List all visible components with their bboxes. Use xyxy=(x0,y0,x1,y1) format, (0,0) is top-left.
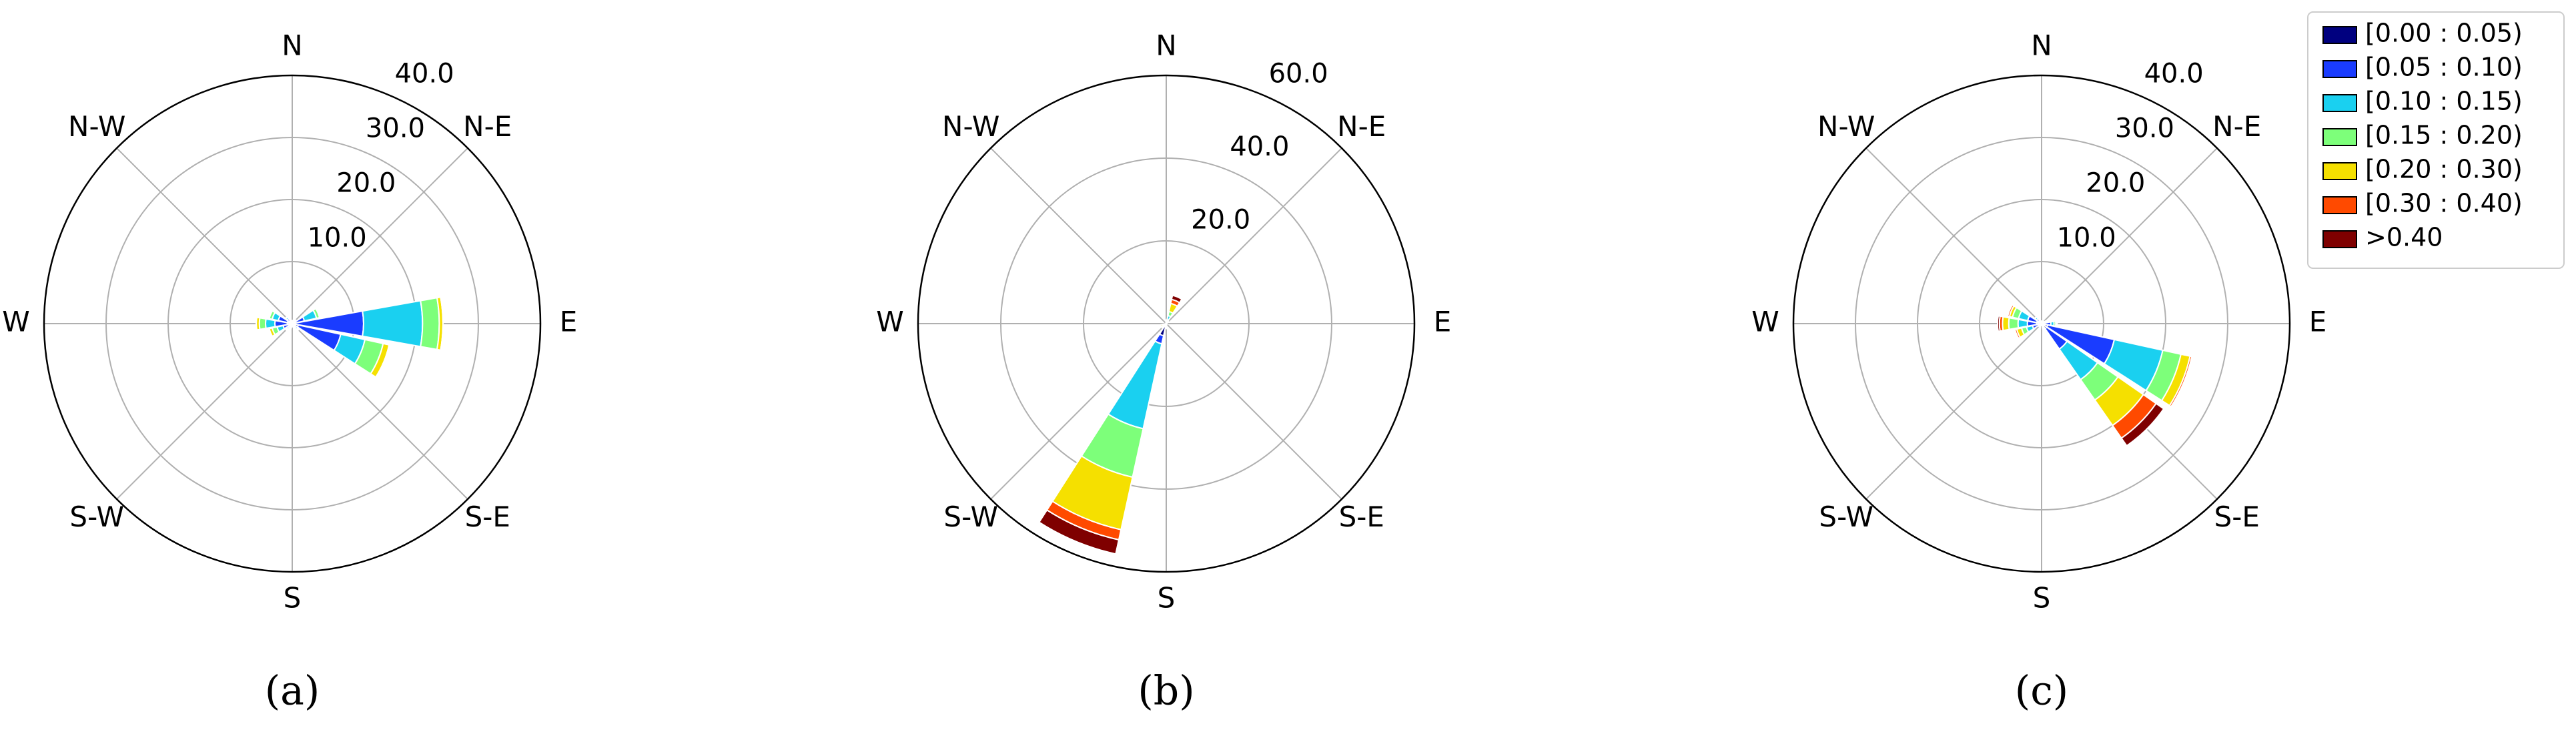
legend-swatch xyxy=(2322,196,2357,214)
legend-label: [0.20 : 0.30) xyxy=(2365,155,2523,184)
legend-swatch xyxy=(2322,26,2357,44)
grid-circle xyxy=(1917,199,2166,448)
direction-label: S-E xyxy=(465,500,510,533)
direction-label: N xyxy=(2031,29,2052,62)
direction-label: W xyxy=(2,306,30,338)
bar-segment xyxy=(265,318,276,330)
polar-spine xyxy=(917,74,1416,573)
legend-swatch xyxy=(2322,128,2357,146)
bar-segment xyxy=(268,328,274,337)
legend-swatch xyxy=(2322,94,2357,112)
r-tick-label: 10.0 xyxy=(308,223,367,254)
bar-segment xyxy=(290,320,292,322)
r-tick-label: 20.0 xyxy=(2086,168,2145,199)
r-tick-label: 40.0 xyxy=(1230,131,1289,162)
legend-swatch xyxy=(2322,230,2357,248)
direction-label: E xyxy=(560,306,578,338)
legend-label: [0.10 : 0.15) xyxy=(2365,87,2523,116)
direction-label: N-W xyxy=(942,110,999,143)
bar-segment xyxy=(2008,317,2020,330)
direction-label: S xyxy=(2033,582,2051,615)
bar-segment xyxy=(284,316,288,320)
caption: (c) xyxy=(2015,668,2068,715)
direction-label: S-E xyxy=(1339,500,1384,533)
caption: (b) xyxy=(1138,668,1194,715)
bar-segment xyxy=(258,317,267,330)
direction-label: E xyxy=(2309,306,2327,338)
direction-label: S-W xyxy=(943,500,998,533)
direction-label: S-W xyxy=(69,500,124,533)
r-tick-label: 20.0 xyxy=(336,168,396,199)
grid-circle xyxy=(105,137,479,510)
bar-segment xyxy=(440,297,444,350)
polar-spine xyxy=(1792,74,2291,573)
polar-spine xyxy=(43,74,542,573)
bar-segment xyxy=(296,328,300,332)
bar-segment xyxy=(2170,356,2193,407)
bar-segment xyxy=(2120,402,2165,447)
grid-circle xyxy=(1083,240,1250,407)
grid-circle xyxy=(1979,261,2104,386)
legend-label: [0.30 : 0.40) xyxy=(2365,189,2523,218)
direction-label: N-W xyxy=(1817,110,1875,143)
direction-label: N-E xyxy=(1337,110,1386,143)
grid-circle xyxy=(1000,157,1332,490)
bar-segment xyxy=(256,317,258,330)
direction-label: W xyxy=(1751,306,1779,338)
direction-label: S-W xyxy=(1819,500,1873,533)
r-tick-label: 40.0 xyxy=(395,58,454,89)
r-tick-label: 10.0 xyxy=(2057,223,2116,254)
bar-segment xyxy=(1996,315,2001,332)
legend-box xyxy=(2307,11,2565,269)
direction-label: N-E xyxy=(2212,110,2261,143)
bar-segment xyxy=(2002,316,2010,332)
r-tick-label: 20.0 xyxy=(1191,204,1250,235)
direction-label: N xyxy=(1156,29,1176,62)
legend-label: [0.05 : 0.10) xyxy=(2365,53,2523,82)
direction-label: N-W xyxy=(68,110,125,143)
caption: (a) xyxy=(265,668,320,715)
bar-segment xyxy=(2042,328,2046,331)
bar-segment xyxy=(2006,303,2014,318)
legend-swatch xyxy=(2322,60,2357,78)
legend-label: [0.00 : 0.05) xyxy=(2365,19,2523,48)
r-tick-label: 40.0 xyxy=(2144,58,2204,89)
direction-label: E xyxy=(1434,306,1452,338)
grid-circle xyxy=(1855,137,2228,510)
bar-segment xyxy=(2013,328,2020,340)
r-tick-label: 60.0 xyxy=(1269,58,1328,89)
legend-swatch xyxy=(2322,162,2357,180)
bar-segment xyxy=(1158,324,1162,329)
direction-label: N-E xyxy=(463,110,512,143)
legend-label: >0.40 xyxy=(2365,223,2443,252)
direction-label: S xyxy=(284,582,302,615)
r-tick-label: 30.0 xyxy=(366,113,425,144)
direction-label: S xyxy=(1158,582,1176,615)
bar-segment xyxy=(1170,294,1183,304)
direction-label: N xyxy=(282,29,302,62)
bar-segment xyxy=(420,297,440,350)
r-tick-label: 30.0 xyxy=(2115,113,2174,144)
legend-label: [0.15 : 0.20) xyxy=(2365,121,2523,150)
bar-segment xyxy=(1038,508,1120,555)
direction-label: W xyxy=(876,306,904,338)
direction-label: S-E xyxy=(2214,500,2260,533)
